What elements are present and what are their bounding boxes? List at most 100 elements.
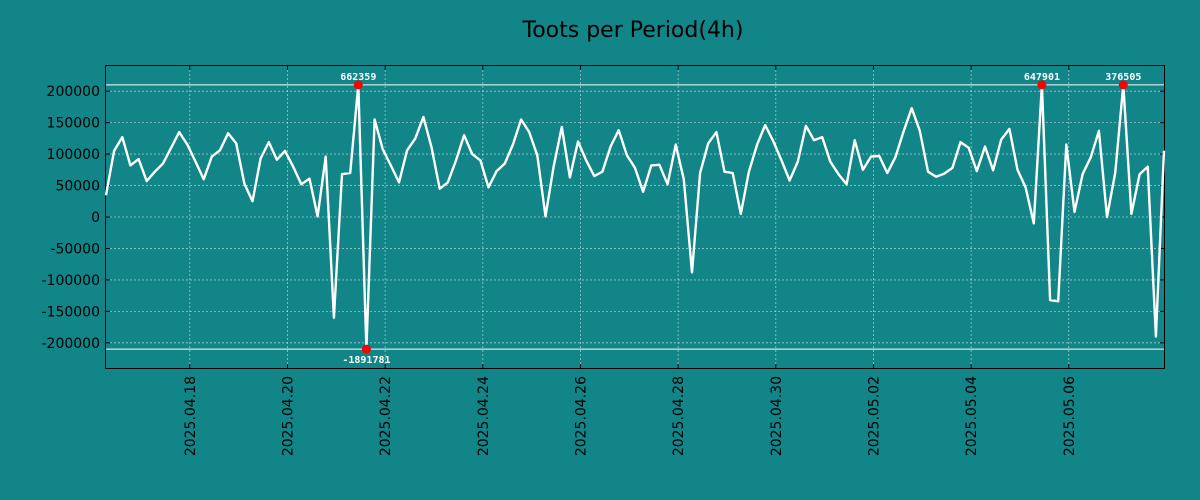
data-point	[650, 164, 652, 167]
data-point	[1033, 222, 1035, 224]
data-point	[194, 161, 197, 163]
data-point	[129, 164, 132, 167]
data-point	[992, 169, 994, 172]
data-point	[227, 132, 229, 134]
outlier-marker	[1037, 80, 1047, 90]
x-tick-label: 2025.04.24	[476, 376, 492, 456]
x-tick-label: 2025.04.18	[183, 376, 199, 456]
data-point	[398, 181, 400, 183]
data-point	[951, 167, 954, 169]
data-point	[382, 148, 384, 150]
data-point	[919, 130, 921, 132]
data-point	[601, 171, 604, 173]
data-point	[1114, 172, 1116, 174]
data-point	[471, 153, 473, 155]
grid	[106, 66, 1164, 368]
data-point	[1049, 299, 1051, 301]
data-point	[162, 162, 164, 165]
data-point	[1147, 166, 1149, 168]
outlier-marker	[353, 80, 363, 90]
data-point	[1016, 169, 1019, 171]
data-point	[723, 171, 726, 173]
data-point	[1025, 186, 1027, 189]
data-point	[943, 172, 945, 175]
data-point	[984, 145, 986, 148]
data-point	[854, 139, 856, 141]
data-point	[618, 129, 620, 131]
plot-area-frame	[105, 65, 1165, 369]
data-point	[170, 147, 172, 149]
data-point	[186, 144, 188, 146]
data-point	[935, 176, 937, 178]
y-axis: 200000 150000 100000 50000 0 -50000 -100000 -15…	[42, 84, 1164, 352]
y-tick-label: 100000	[47, 147, 100, 163]
x-tick-label: 2025.04.22	[378, 376, 394, 456]
data-point	[772, 140, 774, 143]
x-tick-label: 2025.04.26	[573, 376, 589, 456]
data-point	[154, 171, 156, 173]
data-point	[748, 171, 750, 173]
outlier-marker	[1118, 80, 1128, 90]
data-point	[333, 317, 335, 319]
x-tick-label: 2025.05.06	[1062, 376, 1078, 456]
data-point	[113, 150, 115, 152]
data-point	[1090, 156, 1092, 158]
data-point	[927, 171, 929, 173]
data-point	[553, 166, 555, 168]
data-point	[609, 145, 612, 148]
data-point	[740, 213, 742, 215]
data-point	[666, 183, 669, 185]
data-point	[1082, 173, 1084, 175]
data-point	[406, 149, 408, 151]
data-point	[341, 173, 343, 175]
data-point	[479, 159, 481, 161]
data-point	[1138, 173, 1141, 175]
data-point	[658, 164, 661, 166]
data-point	[512, 144, 514, 146]
data-point	[959, 141, 962, 143]
data-point	[308, 178, 311, 180]
data-point	[1098, 130, 1100, 132]
data-point	[146, 180, 148, 182]
data-point	[683, 178, 685, 180]
data-point	[626, 154, 628, 156]
data-point	[520, 118, 522, 121]
outlier-label: 662359	[340, 72, 376, 83]
data-point	[715, 131, 717, 133]
x-tick-label: 2025.05.04	[964, 376, 980, 456]
data-point	[789, 179, 791, 182]
data-point	[292, 166, 294, 168]
y-tick-label: 0	[91, 210, 100, 226]
data-point	[691, 271, 693, 273]
data-point	[585, 159, 587, 161]
data-point	[911, 107, 913, 109]
data-point	[178, 131, 180, 133]
data-point	[422, 116, 424, 118]
data-point	[373, 118, 376, 121]
data-point	[1163, 150, 1165, 152]
data-point	[439, 188, 441, 190]
data-point	[390, 164, 392, 167]
data-point	[203, 178, 205, 180]
data-point	[821, 136, 823, 138]
data-point	[634, 167, 636, 169]
data-point	[1057, 300, 1059, 302]
data-point	[284, 150, 286, 152]
data-point	[699, 172, 701, 174]
series-layer	[104, 83, 1166, 351]
data-point	[300, 183, 302, 185]
data-point	[536, 154, 538, 156]
data-point	[894, 156, 897, 158]
data-point	[504, 162, 506, 165]
data-point	[780, 159, 783, 161]
data-point	[593, 175, 595, 177]
data-point	[569, 176, 571, 178]
y-tick-label: -200000	[42, 336, 101, 352]
annotations: 662359 -1891781 647901 376505	[340, 72, 1141, 366]
data-point	[447, 181, 449, 183]
x-tick-label: 2025.04.30	[769, 376, 785, 456]
x-tick-label: 2025.04.28	[671, 376, 687, 456]
data-point	[805, 125, 807, 127]
